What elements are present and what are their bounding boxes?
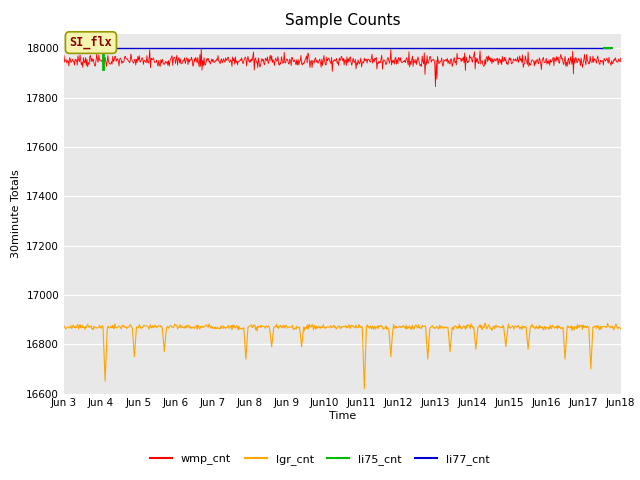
Text: SI_flx: SI_flx (70, 36, 112, 49)
Y-axis label: 30minute Totals: 30minute Totals (11, 169, 20, 258)
Legend: wmp_cnt, lgr_cnt, li75_cnt, li77_cnt: wmp_cnt, lgr_cnt, li75_cnt, li77_cnt (145, 450, 495, 469)
Title: Sample Counts: Sample Counts (285, 13, 400, 28)
X-axis label: Time: Time (329, 411, 356, 421)
